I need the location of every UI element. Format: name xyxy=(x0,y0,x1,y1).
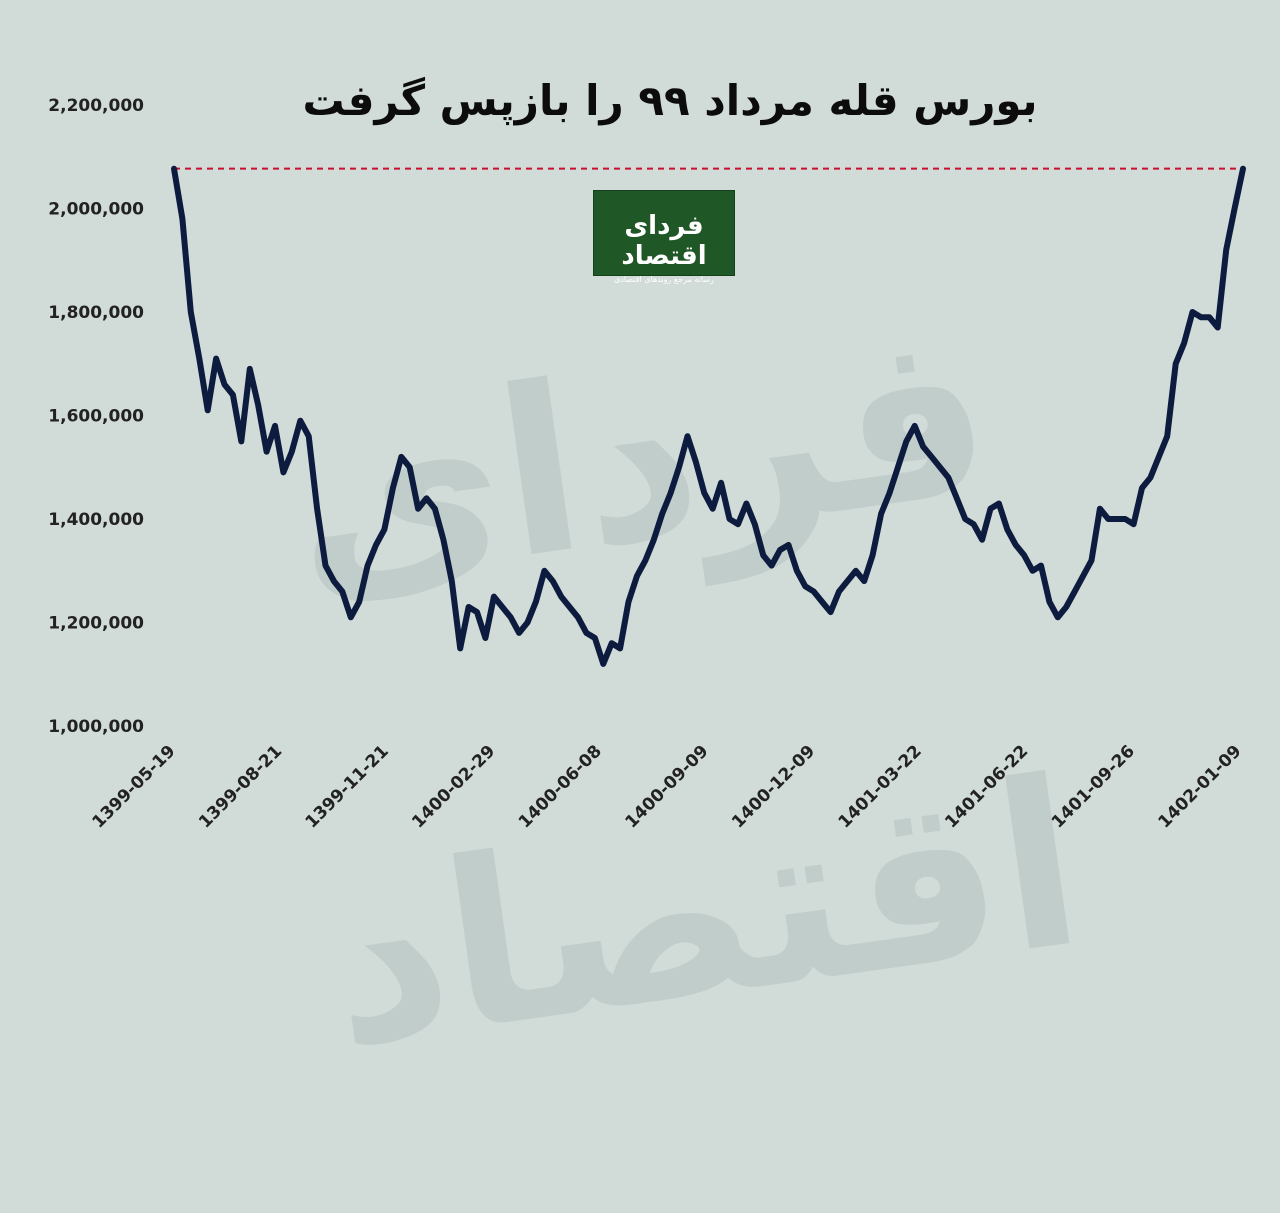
y-tick-label: 1,400,000 xyxy=(48,510,144,530)
y-axis-tick-labels: 1,000,000 1,200,000 1,400,000 1,600,000 1,80… xyxy=(48,96,144,737)
x-tick-label: 1402-01-09 xyxy=(1154,741,1245,832)
x-tick-label: 1400-09-09 xyxy=(621,741,712,832)
chart-title: بورس قله مرداد ۹۹ را بازپس گرفت xyxy=(302,76,1038,125)
x-tick-label: 1399-08-21 xyxy=(195,741,286,832)
y-tick-label: 1,600,000 xyxy=(48,407,144,427)
x-tick-label: 1399-05-19 xyxy=(88,741,179,832)
x-tick-label: 1401-06-22 xyxy=(941,741,1032,832)
y-tick-label: 1,800,000 xyxy=(48,303,144,323)
x-tick-label: 1400-06-08 xyxy=(515,741,606,832)
x-tick-label: 1400-12-09 xyxy=(728,741,819,832)
y-tick-label: 1,200,000 xyxy=(48,614,144,634)
x-tick-label: 1401-09-26 xyxy=(1048,741,1139,832)
x-tick-label: 1401-03-22 xyxy=(835,741,926,832)
logo-name: فردای اقتصاد xyxy=(621,211,707,271)
x-axis-tick-labels: 1399-05-19 1399-08-21 1399-11-21 1400-02-29… xyxy=(88,741,1245,832)
logo-tagline: رسانه مرجع روندهای اقتصادی xyxy=(614,275,714,284)
y-tick-label: 2,000,000 xyxy=(48,200,144,220)
brand-logo: فردای اقتصاد رسانه مرجع روندهای اقتصادی xyxy=(593,190,735,284)
x-tick-label: 1399-11-21 xyxy=(302,741,393,832)
x-tick-label: 1400-02-29 xyxy=(408,741,499,832)
y-tick-label: 1,000,000 xyxy=(48,717,144,737)
series-line xyxy=(171,165,1246,667)
y-tick-label: 2,200,000 xyxy=(48,96,144,116)
line-chart: 1,000,000 1,200,000 1,400,000 1,600,000 1,80… xyxy=(48,96,1246,832)
